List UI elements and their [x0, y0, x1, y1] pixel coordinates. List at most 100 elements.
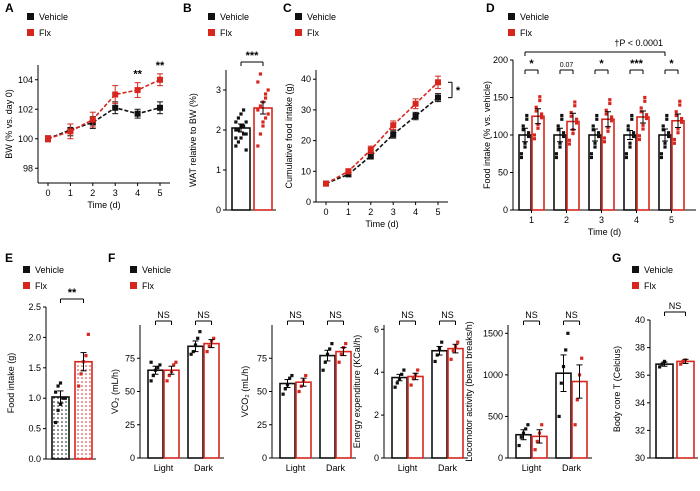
y-tick-label: 40	[301, 74, 311, 84]
significance-label: NS	[329, 310, 342, 320]
data-point-vehicle	[523, 145, 527, 149]
data-point-vehicle	[527, 131, 531, 135]
data-point-vehicle	[321, 368, 325, 372]
significance-label: NS	[669, 301, 682, 311]
legend-marker-flx	[27, 29, 34, 36]
data-point-flx	[456, 340, 460, 344]
bar-flx	[636, 116, 650, 211]
data-point-flx	[602, 140, 606, 144]
legend-label-vehicle: Vehicle	[142, 265, 171, 275]
significance-label: NS	[197, 310, 210, 320]
data-point-flx	[297, 389, 301, 394]
data-point-vehicle	[156, 365, 160, 370]
data-point-flx	[573, 104, 577, 108]
y-tick-label: 25	[257, 420, 267, 430]
data-point-vehicle	[288, 376, 292, 380]
data-point-vehicle	[435, 94, 441, 101]
data-point-vehicle	[433, 359, 437, 364]
legend-marker-vehicle	[130, 266, 137, 273]
y-tick-label: 0	[130, 453, 135, 463]
data-point-flx	[165, 379, 169, 383]
data-point-vehicle	[624, 155, 628, 160]
data-point-flx	[266, 88, 270, 92]
data-point-vehicle	[661, 124, 665, 128]
bar-flx	[601, 118, 615, 211]
data-point-vehicle	[241, 124, 246, 128]
data-point-vehicle	[665, 113, 669, 118]
data-point-flx	[643, 95, 647, 100]
data-point-vehicle	[244, 148, 248, 152]
y-axis-label: Cumulative food intake (g)	[284, 83, 294, 188]
legend-label-vehicle: Vehicle	[307, 12, 336, 22]
data-point-vehicle	[595, 117, 599, 121]
data-point-vehicle	[527, 134, 531, 139]
data-point-flx	[411, 377, 415, 381]
y-tick-label: 0	[262, 453, 267, 463]
data-point-vehicle	[593, 141, 597, 145]
significance-label: NS	[441, 310, 454, 320]
legend-label-vehicle: Vehicle	[520, 12, 549, 22]
data-point-vehicle	[234, 120, 238, 124]
data-point-vehicle	[630, 117, 634, 121]
data-point-vehicle	[241, 108, 246, 112]
x-tick-label: 3	[391, 207, 396, 217]
legend-label-vehicle: Vehicle	[35, 265, 64, 275]
panel-label: D	[486, 1, 495, 15]
data-point-vehicle	[626, 124, 630, 128]
data-point-flx	[532, 137, 536, 141]
data-point-vehicle	[112, 104, 119, 111]
significance-label: **	[68, 287, 77, 299]
x-tick-label: 2	[368, 207, 373, 217]
data-point-flx	[569, 110, 573, 115]
y-axis-label: VCO₂ (mL/h)	[240, 366, 250, 418]
y-tick-label: 10	[301, 166, 311, 176]
data-point-flx	[680, 116, 684, 121]
data-point-vehicle	[402, 368, 406, 372]
significance-label: *	[456, 85, 461, 97]
y-axis-label: Locomotor activity (beam breaks/h)	[464, 321, 474, 462]
data-point-vehicle	[58, 381, 63, 385]
data-point-vehicle	[395, 381, 399, 385]
data-point-flx	[77, 384, 81, 388]
data-point-vehicle	[54, 390, 58, 394]
data-point-vehicle	[595, 113, 599, 118]
data-point-vehicle	[367, 152, 374, 159]
legend-marker-vehicle	[208, 13, 215, 20]
data-point-vehicle	[562, 134, 566, 139]
data-point-vehicle	[56, 384, 60, 388]
data-point-flx	[610, 119, 614, 123]
data-point-vehicle	[593, 145, 597, 149]
data-point-flx	[86, 332, 90, 336]
legend-marker-flx	[208, 29, 215, 36]
significance-label: 0.07	[560, 62, 574, 69]
data-point-flx	[533, 448, 537, 452]
bar-flx	[163, 369, 180, 459]
data-point-vehicle	[659, 152, 663, 156]
panel-label: B	[183, 1, 192, 15]
x-tick-label: 3	[599, 215, 604, 225]
bar-flx	[74, 360, 93, 460]
x-axis-label: Time (d)	[87, 200, 120, 210]
x-axis-label: Time (d)	[365, 219, 398, 229]
data-point-flx	[416, 368, 420, 372]
legend-label-vehicle: Vehicle	[220, 12, 249, 22]
data-point-vehicle	[597, 134, 601, 139]
y-tick-label: 0	[498, 453, 503, 463]
y-axis-label: BW (% vs. day 0)	[4, 89, 14, 159]
bar-vehicle	[431, 349, 448, 459]
legend-marker-vehicle	[27, 13, 34, 20]
y-tick-label: 0	[374, 453, 379, 463]
data-point-vehicle	[566, 331, 570, 335]
y-tick-label: 200	[493, 55, 508, 65]
series-line-flx	[325, 81, 439, 185]
y-tick-label: 3	[216, 85, 221, 95]
data-point-vehicle	[61, 396, 65, 400]
data-point-vehicle	[597, 131, 601, 135]
data-point-vehicle	[517, 443, 521, 448]
data-point-vehicle	[393, 385, 397, 389]
data-point-flx	[339, 352, 343, 356]
y-tick-label: 1	[216, 165, 221, 175]
bar-vehicle	[51, 396, 70, 460]
data-point-flx	[258, 104, 263, 108]
overall-p-label: †P < 0.0001	[614, 38, 663, 48]
